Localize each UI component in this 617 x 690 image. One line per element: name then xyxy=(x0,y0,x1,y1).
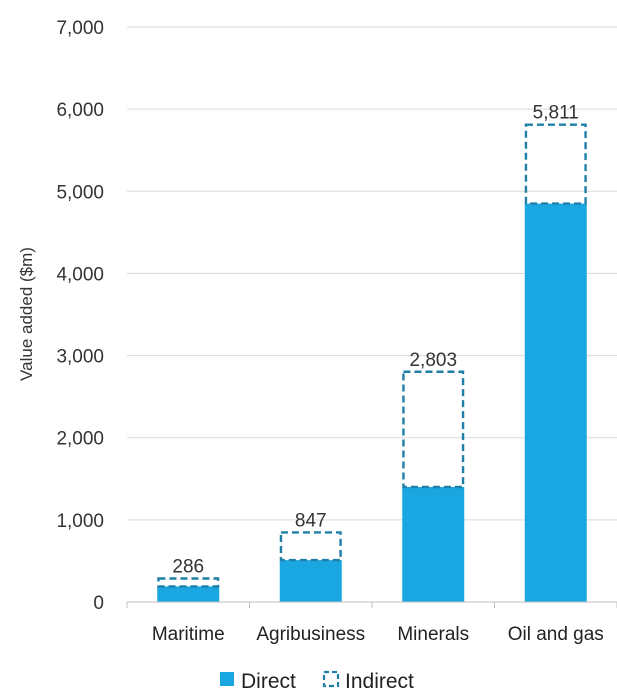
bar-indirect-3 xyxy=(524,123,587,205)
y-axis-title: Value added ($m) xyxy=(17,247,36,381)
legend: Direct Indirect xyxy=(220,670,414,690)
bar-direct-2 xyxy=(402,487,465,602)
total-label-3: 5,811 xyxy=(533,103,579,124)
legend-label-direct: Direct xyxy=(241,670,296,690)
y-tick-label: 7,000 xyxy=(56,18,104,39)
bars xyxy=(157,123,587,602)
category-label-1: Agribusiness xyxy=(256,624,365,645)
total-label-0: 286 xyxy=(172,557,204,578)
bar-indirect-1 xyxy=(279,531,342,562)
bar-direct-1 xyxy=(279,560,342,602)
legend-swatch-direct xyxy=(220,672,234,686)
y-tick-label: 5,000 xyxy=(56,182,104,203)
data-labels: 286 847 2,803 5,811 xyxy=(172,103,578,578)
bar-direct-3 xyxy=(524,203,587,602)
category-label-2: Minerals xyxy=(397,624,469,645)
y-tick-label: 1,000 xyxy=(56,511,104,532)
total-label-2: 2,803 xyxy=(409,350,457,371)
legend-swatch-indirect xyxy=(322,670,340,688)
gridlines xyxy=(127,26,617,521)
category-label-3: Oil and gas xyxy=(508,624,604,645)
bar-direct-0 xyxy=(157,586,220,602)
y-tick-label: 4,000 xyxy=(56,264,104,285)
bar-indirect-2 xyxy=(402,370,465,489)
category-label-0: Maritime xyxy=(152,624,225,645)
legend-label-indirect: Indirect xyxy=(345,670,414,690)
bar-indirect-0 xyxy=(157,577,220,588)
y-tick-label: 3,000 xyxy=(56,347,104,368)
y-tick-label: 2,000 xyxy=(56,429,104,450)
x-axis: Maritime Agribusiness Minerals Oil and gas xyxy=(126,601,617,645)
total-label-1: 847 xyxy=(295,510,327,531)
y-tick-label: 6,000 xyxy=(56,100,104,121)
y-axis: 0 1,000 2,000 3,000 4,000 5,000 6,000 7,000 xyxy=(56,18,104,614)
y-tick-label: 0 xyxy=(93,593,104,614)
